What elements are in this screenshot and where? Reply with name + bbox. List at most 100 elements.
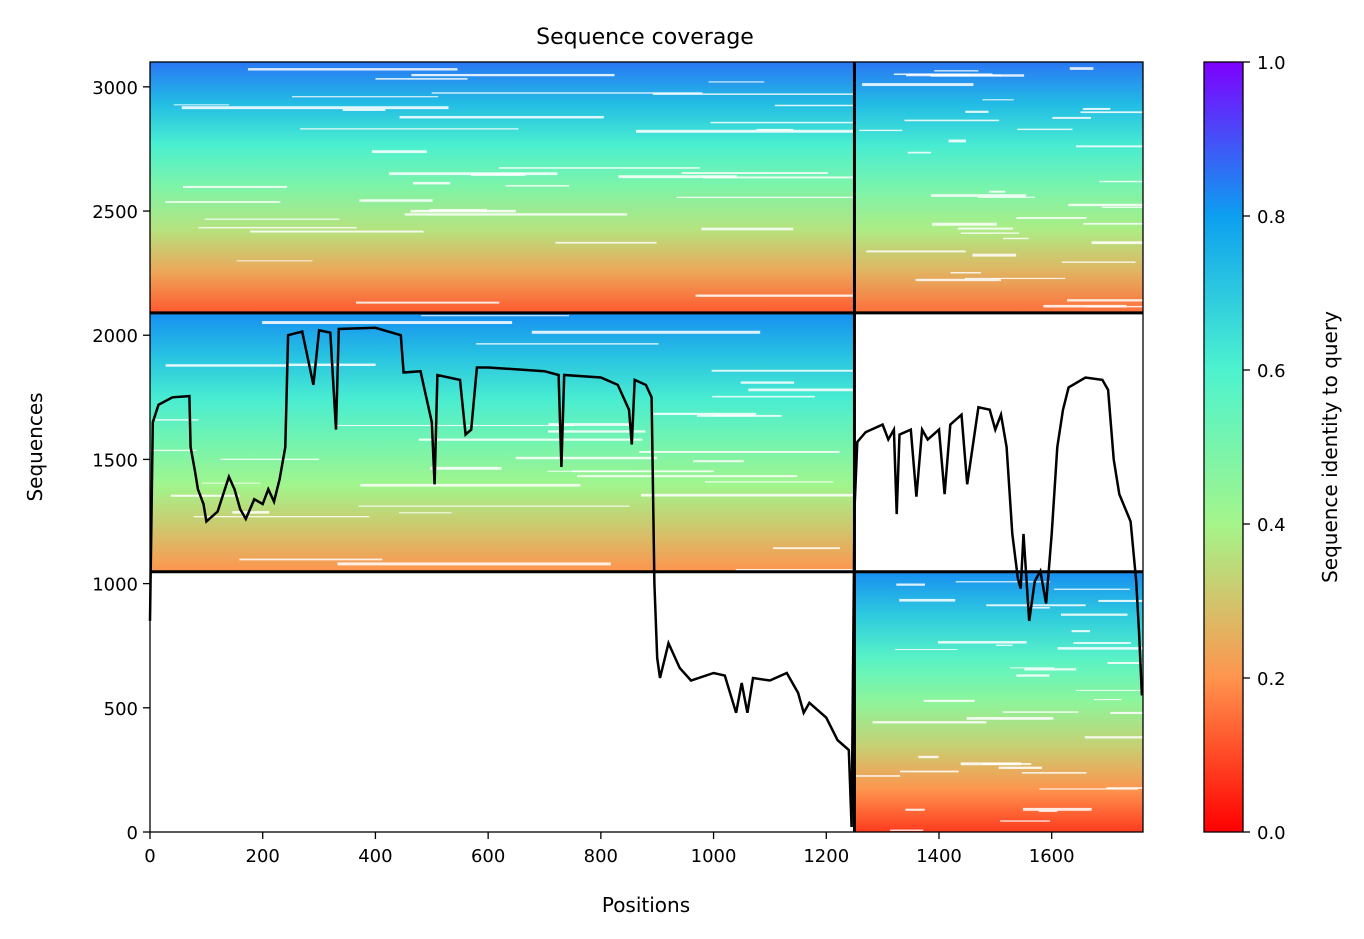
chain-boundaries <box>150 62 1143 832</box>
coverage-block <box>854 571 1143 832</box>
coverage-gap <box>204 218 340 220</box>
coverage-gap <box>1084 736 1143 739</box>
coverage-gap <box>748 388 855 392</box>
coverage-gap <box>1106 787 1143 789</box>
y-tick-label: 3000 <box>92 78 138 99</box>
coverage-gap <box>247 68 458 71</box>
colorbar-gradient <box>1203 61 1244 833</box>
coverage-gap <box>1107 661 1143 665</box>
coverage-gap <box>636 129 855 133</box>
coverage-gap <box>641 493 855 497</box>
coverage-gap <box>555 241 657 244</box>
coverage-gap <box>198 226 357 229</box>
coverage-gap <box>1057 647 1143 650</box>
colorbar-tick-label: 0.4 <box>1257 515 1286 536</box>
colorbar-tick-label: 0.0 <box>1257 823 1286 844</box>
coverage-gap <box>291 96 439 98</box>
coverage-gap <box>1093 698 1122 701</box>
coverage-gap <box>411 73 615 77</box>
coverage-gap <box>934 70 979 72</box>
coverage-gap <box>371 150 427 154</box>
x-tick-label: 1400 <box>916 846 962 867</box>
coverage-line <box>148 326 1144 828</box>
coverage-gap <box>704 481 834 483</box>
coverage-gap <box>577 475 798 478</box>
coverage-gap <box>676 196 855 199</box>
coverage-gap <box>965 110 989 113</box>
coverage-gap <box>918 755 939 759</box>
coverage-gap <box>360 483 581 487</box>
coverage-gap <box>193 516 370 518</box>
colorbar-tick-label: 0.8 <box>1257 207 1286 228</box>
coverage-gap <box>1099 180 1143 183</box>
coverage-gap <box>773 547 840 550</box>
coverage-gap <box>1101 206 1143 209</box>
plot-area <box>148 61 1144 833</box>
coverage-gap <box>923 699 975 702</box>
x-tick-label: 800 <box>584 846 618 867</box>
coverage-gap <box>695 294 855 297</box>
coverage-gap <box>899 770 959 773</box>
coverage-gap <box>421 315 570 317</box>
coverage-gap <box>1061 261 1136 263</box>
coverage-gap <box>955 581 1051 583</box>
coverage-gap <box>342 108 386 111</box>
coverage-gap <box>982 99 1014 101</box>
coverage-gap <box>548 430 646 433</box>
coverage-gap <box>639 451 840 453</box>
y-tick-label: 500 <box>104 699 138 720</box>
coverage-gap <box>652 93 855 95</box>
coverage-gap <box>981 763 1032 765</box>
coverage-gap <box>957 227 1013 230</box>
y-tick-label: 1000 <box>92 575 138 596</box>
coverage-gap <box>375 78 468 80</box>
coverage-gap <box>548 423 630 426</box>
coverage-gap <box>1082 107 1111 110</box>
coverage-gap <box>915 278 1001 282</box>
coverage-gap <box>1009 667 1055 669</box>
coverage-gap <box>1052 116 1091 119</box>
coverage-gap <box>165 201 281 203</box>
coverage-gap <box>862 83 974 87</box>
coverage-gap <box>250 230 424 233</box>
coverage-gap <box>220 458 320 460</box>
coverage-gap <box>774 104 855 107</box>
coverage-gap <box>735 569 855 571</box>
coverage-gap <box>972 253 1017 257</box>
coverage-gap <box>505 185 570 187</box>
x-tick-label: 200 <box>246 846 280 867</box>
y-tick-label: 2500 <box>92 202 138 223</box>
coverage-gap <box>335 424 574 427</box>
coverage-gap <box>977 196 1035 198</box>
coverage-gap <box>907 151 931 154</box>
coverage-gap <box>399 115 604 119</box>
coverage-gap <box>650 412 757 415</box>
coverage-gap <box>904 119 1000 122</box>
y-tick-label: 1500 <box>92 450 138 471</box>
coverage-gap <box>431 92 703 94</box>
coverage-gap <box>711 369 855 372</box>
coverage-gap <box>1022 807 1092 811</box>
x-axis-label: Positions <box>602 893 690 917</box>
coverage-gap <box>515 456 658 460</box>
coverage-gap <box>1098 599 1143 602</box>
coverage-gap <box>1053 588 1130 590</box>
coverage-gap <box>1083 222 1143 225</box>
y-tick-label: 2000 <box>92 326 138 347</box>
coverage-gap <box>1029 606 1050 609</box>
y-axis-ticks: 0 500 1000 1500 2000 2500 3000 <box>92 78 150 844</box>
y-tick-label: 0 <box>127 823 138 844</box>
coverage-gap <box>173 104 230 106</box>
coverage-gap <box>896 583 926 586</box>
x-tick-label: 1200 <box>803 846 849 867</box>
coverage-gap <box>710 121 855 124</box>
colorbar-ticks: 0.0 0.2 0.4 0.6 0.8 1.0 <box>1243 53 1286 844</box>
x-tick-label: 400 <box>358 846 392 867</box>
coverage-gap <box>1073 642 1132 644</box>
coverage-gap <box>713 414 754 417</box>
coverage-gap <box>1017 128 1073 131</box>
coverage-gap <box>998 766 1043 769</box>
coverage-gap <box>938 641 1027 644</box>
coverage-gap <box>996 644 1013 646</box>
